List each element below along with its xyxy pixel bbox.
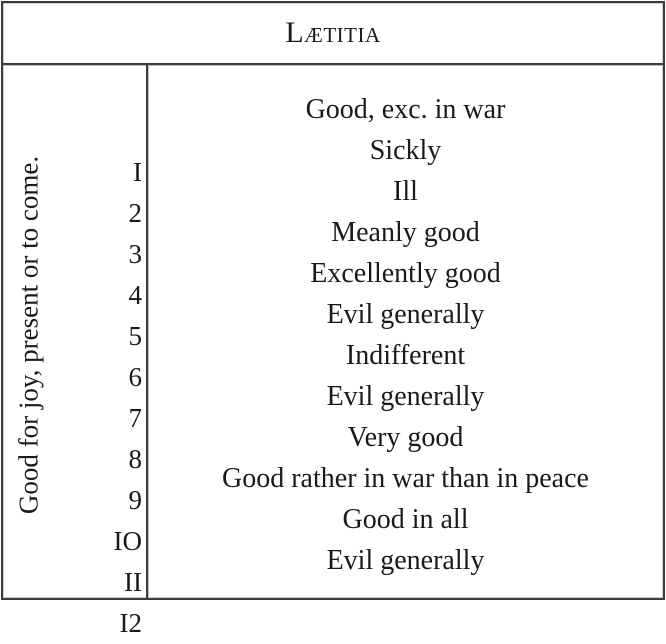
- row-number: I: [133, 157, 142, 187]
- row-value: Evil generally: [326, 299, 485, 330]
- row-value: Meanly good: [331, 217, 480, 248]
- row-number: 9: [128, 485, 143, 515]
- row-number: IO: [113, 526, 143, 556]
- number-column: I 2 3 4 5 6 7 8 9 IO II I2: [3, 152, 143, 644]
- row-value: Good rather in war than in peace: [222, 463, 589, 494]
- side-column: Good for joy, present or to come. I 2 3 …: [3, 65, 148, 638]
- value-column: Good, exc. in war Sickly Ill Meanly good…: [148, 89, 663, 581]
- row-value: Ill: [393, 176, 418, 207]
- row-value: Good, exc. in war: [305, 94, 506, 125]
- row-value: Good in all: [342, 504, 469, 535]
- row-number: 6: [128, 362, 143, 392]
- row-number: 7: [128, 403, 143, 433]
- row-number: 5: [128, 321, 143, 351]
- row-value: Evil generally: [326, 545, 485, 576]
- row-number: 4: [128, 280, 143, 310]
- table-header: Lætitia: [3, 3, 663, 65]
- table-title: Lætitia: [285, 16, 381, 49]
- row-value: Indifferent: [345, 340, 466, 371]
- row-number: 8: [128, 444, 143, 474]
- row-number: 3: [128, 239, 143, 269]
- row-number: I2: [119, 608, 143, 638]
- row-value: Sickly: [369, 135, 442, 166]
- row-number: 2: [128, 198, 143, 228]
- row-number: II: [124, 567, 142, 597]
- row-value: Evil generally: [326, 381, 485, 412]
- row-value: Very good: [347, 422, 464, 453]
- row-value: Excellently good: [310, 258, 501, 289]
